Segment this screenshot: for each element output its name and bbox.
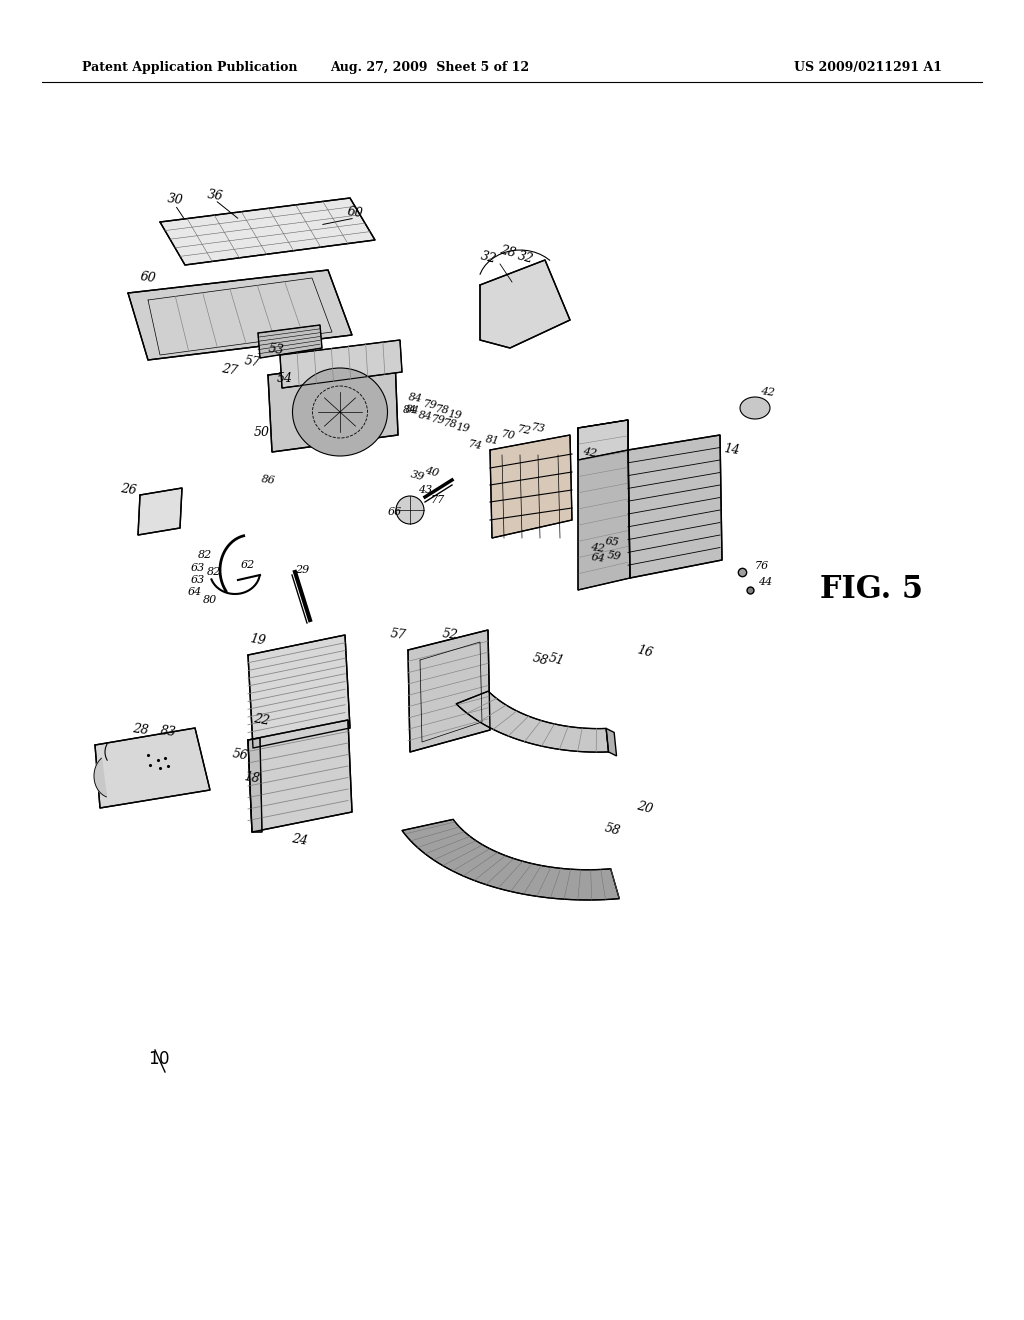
Text: 44: 44	[758, 577, 772, 587]
Text: 32: 32	[516, 249, 535, 267]
Text: 72: 72	[516, 424, 531, 436]
Polygon shape	[490, 436, 572, 539]
Text: 28: 28	[131, 722, 148, 738]
Circle shape	[396, 496, 424, 524]
Text: 83: 83	[159, 725, 177, 739]
Text: 84: 84	[404, 404, 420, 416]
Polygon shape	[248, 738, 262, 832]
Polygon shape	[95, 729, 210, 808]
Text: 78: 78	[442, 418, 458, 430]
Text: 40: 40	[424, 466, 440, 479]
Text: 53: 53	[267, 342, 285, 358]
Text: 50: 50	[254, 425, 270, 438]
Polygon shape	[268, 358, 398, 451]
Text: 76: 76	[755, 561, 769, 572]
Text: 52: 52	[441, 627, 459, 643]
Polygon shape	[480, 260, 570, 348]
Polygon shape	[248, 719, 352, 832]
Polygon shape	[94, 758, 106, 797]
Text: 42: 42	[582, 446, 598, 459]
Polygon shape	[160, 198, 375, 265]
Polygon shape	[578, 420, 630, 590]
Polygon shape	[408, 630, 490, 752]
Polygon shape	[280, 341, 402, 388]
Polygon shape	[402, 820, 620, 900]
Text: 18: 18	[243, 770, 261, 785]
Text: US 2009/0211291 A1: US 2009/0211291 A1	[794, 62, 942, 74]
Text: 78: 78	[434, 404, 450, 416]
Polygon shape	[578, 420, 628, 459]
Text: 84: 84	[417, 411, 433, 422]
Text: 36: 36	[206, 189, 224, 203]
Text: 63: 63	[190, 564, 205, 573]
Text: 26: 26	[119, 482, 137, 498]
Text: 51: 51	[547, 652, 565, 668]
Text: $\it{10}$: $\it{10}$	[148, 1052, 170, 1068]
Polygon shape	[606, 729, 616, 756]
Text: 73: 73	[530, 422, 546, 434]
Text: 30: 30	[166, 193, 184, 207]
Text: 82: 82	[207, 568, 221, 577]
Text: 42: 42	[590, 543, 606, 554]
Text: 57: 57	[389, 627, 407, 643]
Text: 19: 19	[249, 632, 267, 648]
Text: 24: 24	[291, 832, 309, 847]
Text: 14: 14	[723, 442, 740, 458]
Text: 86: 86	[260, 474, 275, 486]
Text: 79: 79	[430, 414, 445, 426]
Text: 32: 32	[478, 249, 498, 267]
Text: 64: 64	[590, 552, 606, 564]
Text: Patent Application Publication: Patent Application Publication	[82, 62, 298, 74]
Polygon shape	[628, 436, 722, 578]
Polygon shape	[456, 692, 608, 752]
Text: 64: 64	[187, 587, 202, 597]
Polygon shape	[128, 271, 352, 360]
Text: 74: 74	[467, 438, 483, 451]
Text: 42: 42	[760, 385, 776, 397]
Text: 28: 28	[499, 244, 517, 260]
Text: 82: 82	[198, 550, 212, 560]
Text: 16: 16	[636, 644, 654, 660]
Text: 19: 19	[447, 409, 463, 421]
Polygon shape	[258, 325, 322, 358]
Text: 60: 60	[346, 206, 364, 220]
Text: 84: 84	[408, 392, 423, 404]
Text: 22: 22	[253, 713, 271, 727]
Text: 29: 29	[295, 565, 309, 576]
Text: 60: 60	[139, 271, 157, 285]
Ellipse shape	[293, 368, 387, 455]
Text: 70: 70	[500, 429, 516, 441]
Text: 54: 54	[278, 371, 293, 384]
Text: 66: 66	[388, 507, 402, 517]
Text: 77: 77	[431, 495, 445, 506]
Text: 80: 80	[203, 595, 217, 605]
Text: 81: 81	[484, 434, 500, 446]
Text: 58: 58	[602, 821, 622, 838]
Text: 63: 63	[190, 576, 205, 585]
Text: 56: 56	[231, 747, 249, 763]
Polygon shape	[138, 488, 182, 535]
Text: 43: 43	[418, 484, 432, 495]
Text: 19: 19	[456, 422, 471, 434]
Text: 62: 62	[241, 560, 255, 570]
Ellipse shape	[740, 397, 770, 418]
Text: 79: 79	[422, 399, 437, 411]
Text: 59: 59	[606, 550, 622, 562]
Text: 39: 39	[410, 470, 426, 483]
Text: 20: 20	[636, 800, 654, 816]
Text: 58: 58	[530, 652, 550, 668]
Text: 27: 27	[221, 362, 239, 378]
Text: 65: 65	[604, 536, 620, 548]
Text: 84: 84	[402, 405, 417, 414]
Polygon shape	[248, 635, 350, 748]
Text: FIG. 5: FIG. 5	[820, 574, 923, 606]
Text: Aug. 27, 2009  Sheet 5 of 12: Aug. 27, 2009 Sheet 5 of 12	[331, 62, 529, 74]
Text: 57: 57	[243, 354, 261, 370]
